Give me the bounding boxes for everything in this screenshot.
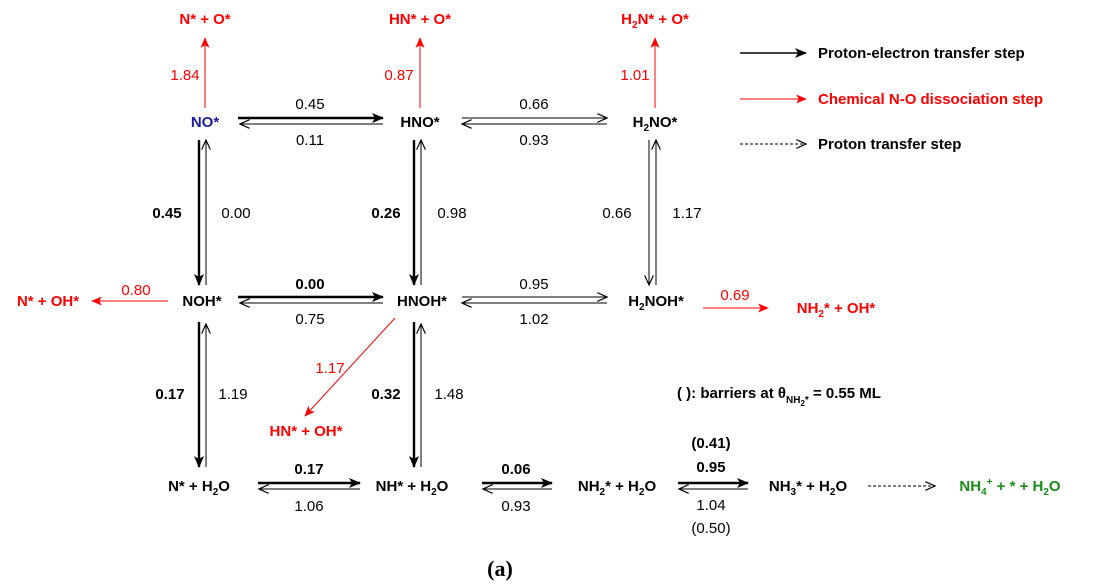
species-nh3-h2o-c: * + H: [796, 478, 830, 495]
species-n-h2o-rest: O: [218, 478, 230, 495]
product-h2n-o-a: H: [621, 11, 632, 28]
barrier-no-hno-reverse: 0.11: [296, 132, 324, 149]
barrier-noh-dissociation: 0.80: [121, 282, 150, 299]
species-hno: HNO*: [400, 114, 439, 131]
barrier-nh2-nh3-forward-coverage: (0.41): [691, 435, 730, 452]
legend-proton-electron-label: Proton-electron transfer step: [818, 45, 1025, 62]
species-nh2-h2o-c: * + H: [605, 478, 639, 495]
barrier-h2no-h2noh-reverse: 1.17: [672, 205, 701, 222]
product-n-oh: N* + OH*: [17, 293, 79, 310]
barrier-noh-hnoh-reverse: 0.75: [295, 311, 324, 328]
product-h2n-o-c: N* + O*: [638, 11, 689, 28]
barrier-no-noh-forward: 0.45: [152, 205, 181, 222]
species-nh2-h2o-a: NH: [578, 478, 600, 495]
species-nh2-h2o-d: 2: [639, 487, 645, 498]
arrow-hnoh-dissociation: [304, 317, 396, 417]
product-h2n-o: H2N* + O*: [621, 11, 689, 31]
species-h2no-sub: 2: [643, 123, 649, 134]
species-nh-h2o: NH* + H2O: [376, 478, 449, 498]
product-n-o: N* + O*: [179, 11, 230, 28]
species-nh3-h2o-b: 3: [791, 487, 797, 498]
coverage-note-star: *: [805, 395, 809, 406]
barrier-hno-hnoh-forward: 0.26: [371, 205, 400, 222]
species-nh-h2o-sub: 2: [431, 487, 437, 498]
legend-chemical-label: Chemical N-O dissociation step: [818, 91, 1043, 108]
species-n-h2o: N* + H2O: [168, 478, 230, 498]
barrier-n-nh-forward: 0.17: [294, 461, 323, 478]
coverage-note: ( ): barriers at θNH2* = 0.55 ML: [677, 385, 881, 408]
species-nh-h2o-rest: O: [437, 478, 449, 495]
product-nh2-oh-c: * + OH*: [824, 300, 875, 317]
figure-caption: (a): [487, 556, 513, 581]
species-h2no: H2NO*: [633, 114, 678, 134]
species-h2no-rest: NO*: [649, 114, 678, 131]
species-nh-h2o-part: NH* + H: [376, 478, 431, 495]
species-nh4-e: 2: [1043, 487, 1049, 498]
barrier-hnoh-nh-forward: 0.32: [371, 386, 400, 403]
product-h2n-o-b: 2: [632, 20, 638, 31]
barrier-hnoh-h2noh-reverse: 1.02: [519, 311, 548, 328]
coverage-note-sub2: 2: [800, 399, 805, 408]
barrier-no-hno-forward: 0.45: [295, 96, 324, 113]
species-no: NO*: [191, 114, 220, 131]
barrier-nh2-nh3-forward: 0.95: [696, 459, 725, 476]
species-h2noh-rest: NOH*: [645, 293, 684, 310]
legend: Proton-electron transfer step Chemical N…: [740, 45, 1043, 153]
barrier-h2no-dissociation: 1.01: [620, 67, 649, 84]
barrier-no-noh-reverse: 0.00: [221, 205, 250, 222]
species-nh4-f: O: [1049, 478, 1061, 495]
species-nh4-a: NH: [959, 478, 981, 495]
species-h2noh-sub: 2: [639, 302, 645, 313]
species-nh2-h2o-e: O: [644, 478, 656, 495]
barrier-h2no-h2noh-forward: 0.66: [602, 205, 631, 222]
product-hn-oh: HN* + OH*: [270, 423, 343, 440]
legend-proton-label: Proton transfer step: [818, 136, 961, 153]
barrier-no-dissociation: 1.84: [170, 67, 199, 84]
species-nh3-h2o: NH3* + H2O: [769, 478, 848, 498]
species-n-h2o-sub: 2: [213, 487, 219, 498]
species-nh4-c: +: [987, 477, 993, 488]
barrier-noh-n-forward: 0.17: [155, 386, 184, 403]
coverage-note-sub: NH: [786, 395, 800, 406]
species-hnoh: HNOH*: [397, 293, 447, 310]
barrier-nh2-nh3-reverse: 1.04: [696, 497, 725, 514]
species-noh: NOH*: [182, 293, 221, 310]
barrier-n-nh-reverse: 1.06: [294, 498, 323, 515]
species-nh4: NH4+ + * + H2O: [959, 477, 1061, 498]
species-n-h2o-part: N* + H: [168, 478, 213, 495]
product-nh2-oh: NH2* + OH*: [797, 300, 876, 320]
barrier-hno-h2no-reverse: 0.93: [519, 132, 548, 149]
species-nh3-h2o-d: 2: [830, 487, 836, 498]
species-nh3-h2o-a: NH: [769, 478, 791, 495]
product-nh2-oh-b: 2: [818, 309, 824, 320]
barrier-nh-nh2-reverse: 0.93: [501, 498, 530, 515]
barrier-hnoh-nh-reverse: 1.48: [434, 386, 463, 403]
species-nh4-d: + * + H: [992, 478, 1043, 495]
barrier-hnoh-dissociation: 1.17: [315, 360, 344, 377]
coverage-note-prefix: ( ): barriers at θ: [677, 385, 786, 402]
product-nh2-oh-a: NH: [797, 300, 819, 317]
product-hn-o: HN* + O*: [389, 11, 451, 28]
barrier-noh-n-reverse: 1.19: [218, 386, 247, 403]
barrier-hno-h2no-forward: 0.66: [519, 96, 548, 113]
barrier-hno-hnoh-reverse: 0.98: [437, 205, 466, 222]
species-nh2-h2o: NH2* + H2O: [578, 478, 657, 498]
species-nh4-b: 4: [981, 487, 987, 498]
barrier-hnoh-h2noh-forward: 0.95: [519, 276, 548, 293]
species-nh2-h2o-b: 2: [600, 487, 606, 498]
barrier-hno-dissociation: 0.87: [384, 67, 413, 84]
barrier-h2noh-dissociation: 0.69: [720, 287, 749, 304]
species-h2noh: H2NOH*: [628, 293, 684, 313]
barrier-noh-hnoh-forward: 0.00: [295, 276, 324, 293]
species-nh3-h2o-e: O: [835, 478, 847, 495]
species-h2noh-part: H: [628, 293, 639, 310]
species-h2no-part: H: [633, 114, 644, 131]
barrier-nh2-nh3-reverse-coverage: (0.50): [691, 520, 730, 537]
barrier-nh-nh2-forward: 0.06: [501, 461, 530, 478]
coverage-note-suffix: = 0.55 ML: [809, 385, 881, 402]
